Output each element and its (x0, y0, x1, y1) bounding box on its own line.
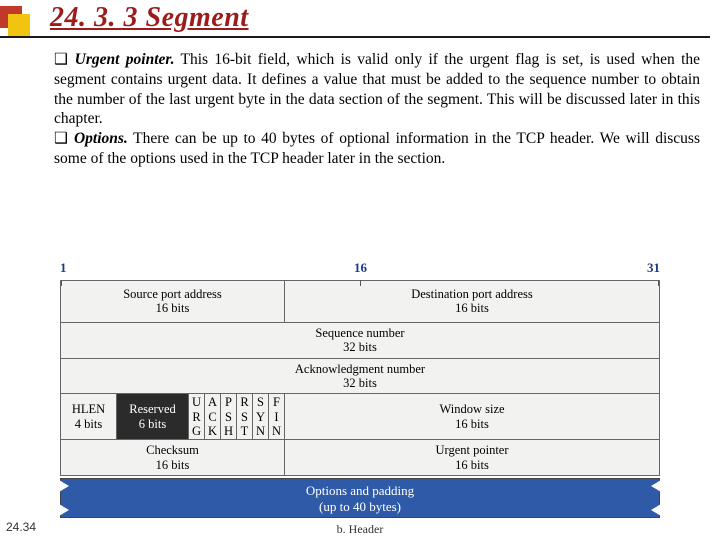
notch-icon (59, 504, 69, 516)
title-accent (0, 6, 34, 40)
cell-checksum: Checksum16 bits (61, 440, 285, 476)
notch-icon (651, 504, 661, 516)
flag-urg: URG (189, 394, 205, 440)
row-seq: Sequence number32 bits (61, 322, 660, 358)
cell-window: Window size16 bits (285, 394, 660, 440)
bullet-icon: ❑ (54, 51, 75, 68)
flag-syn: SYN (253, 394, 269, 440)
cell-src-port: Source port address16 bits (61, 281, 285, 323)
tcp-header-diagram: 1 16 31 Source port address16 bits Desti… (60, 260, 660, 537)
cell-options: Options and padding(up to 40 bytes) (60, 478, 660, 518)
row-ack: Acknowledgment number32 bits (61, 358, 660, 394)
cell-ack: Acknowledgment number32 bits (61, 358, 660, 394)
bit-ruler: 1 16 31 (60, 260, 660, 280)
slide-title: 24. 3. 3 Segment (50, 2, 710, 34)
row-flags: HLEN4 bits Reserved6 bits URG ACK PSH RS… (61, 394, 660, 440)
flag-fin: FIN (269, 394, 285, 440)
cell-hlen: HLEN4 bits (61, 394, 117, 440)
flag-psh: PSH (221, 394, 237, 440)
title-wrap: 24. 3. 3 Segment (50, 2, 710, 34)
notch-icon (651, 480, 661, 492)
tcp-header-table: Source port address16 bits Destination p… (60, 280, 660, 476)
ruler-16: 16 (354, 260, 367, 276)
term-options: Options. (74, 130, 128, 147)
ruler-1: 1 (60, 260, 67, 276)
notch-icon (59, 480, 69, 492)
accent-yellow-square (8, 14, 30, 36)
term-urgent-pointer: Urgent pointer. (75, 51, 175, 68)
bullet-icon: ❑ (54, 130, 74, 147)
body-text: ❑ Urgent pointer. This 16-bit field, whi… (54, 50, 700, 169)
paragraph-options: ❑ Options. There can be up to 40 bytes o… (54, 129, 700, 169)
cell-reserved: Reserved6 bits (117, 394, 189, 440)
paragraph-urgent-pointer: ❑ Urgent pointer. This 16-bit field, whi… (54, 50, 700, 129)
ruler-31: 31 (647, 260, 660, 276)
cell-seq: Sequence number32 bits (61, 322, 660, 358)
flag-ack: ACK (205, 394, 221, 440)
cell-urgent-pointer: Urgent pointer16 bits (285, 440, 660, 476)
slide-number: 24.34 (6, 520, 36, 534)
options-row: Options and padding(up to 40 bytes) (60, 478, 660, 518)
row-ports: Source port address16 bits Destination p… (61, 281, 660, 323)
flag-rst: RST (237, 394, 253, 440)
title-underline-rule (0, 36, 710, 38)
cell-dst-port: Destination port address16 bits (285, 281, 660, 323)
row-chk-urg: Checksum16 bits Urgent pointer16 bits (61, 440, 660, 476)
diagram-caption: b. Header (60, 522, 660, 537)
p2-body: There can be up to 40 bytes of optional … (54, 130, 700, 167)
